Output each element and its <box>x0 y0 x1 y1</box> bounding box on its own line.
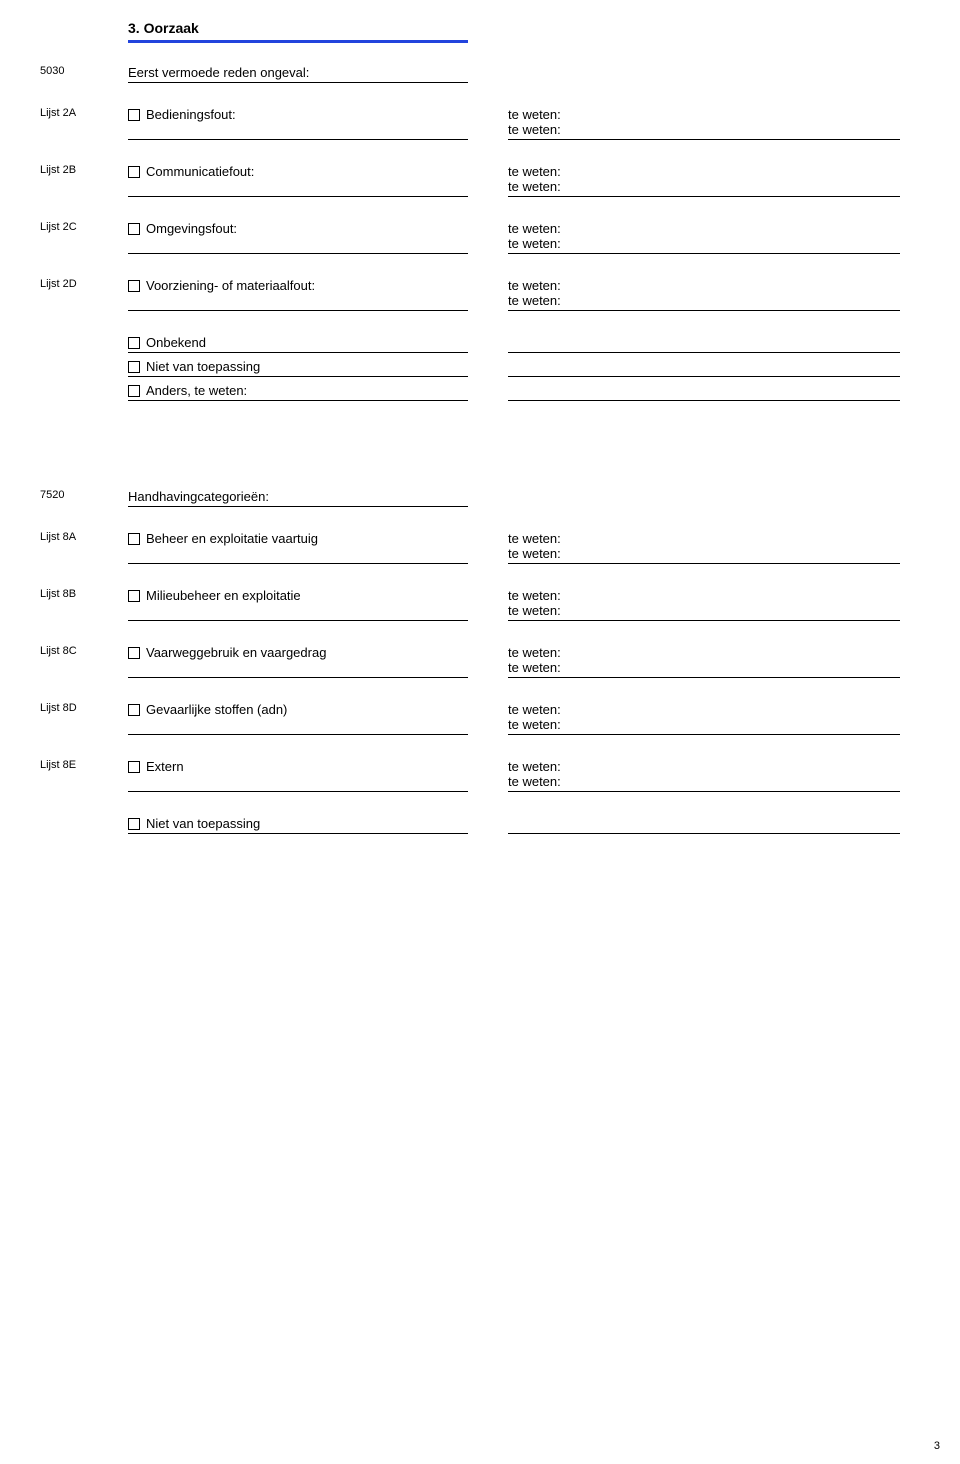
code-8a: Lijst 8A <box>40 527 128 543</box>
row-8c: Lijst 8C Vaarweggebruik en vaargedrag te… <box>40 641 920 675</box>
row-2d: Lijst 2D Voorziening- of materiaalfout: … <box>40 274 920 308</box>
row-nvt2: Niet van toepassing <box>40 812 920 831</box>
checkbox-2d[interactable] <box>128 280 140 292</box>
checkbox-2b[interactable] <box>128 166 140 178</box>
heading-text-7520: Handhavingcategorieën: <box>128 485 468 504</box>
right-8d-1: te weten: <box>508 702 920 717</box>
row-8e: Lijst 8E Extern te weten: te weten: <box>40 755 920 789</box>
label-8d: Gevaarlijke stoffen (adn) <box>146 702 287 717</box>
right-2b-2: te weten: <box>508 179 920 194</box>
label-8a: Beheer en exploitatie vaartuig <box>146 531 318 546</box>
checkbox-8e[interactable] <box>128 761 140 773</box>
label-8c: Vaarweggebruik en vaargedrag <box>146 645 326 660</box>
checkbox-8c[interactable] <box>128 647 140 659</box>
code-7520: 7520 <box>40 485 128 501</box>
right-8e-2: te weten: <box>508 774 920 789</box>
code-5030: 5030 <box>40 61 128 77</box>
checkbox-8b[interactable] <box>128 590 140 602</box>
row-2a: Lijst 2A Bedieningsfout: te weten: te we… <box>40 103 920 137</box>
code-8e: Lijst 8E <box>40 755 128 771</box>
checkbox-2c[interactable] <box>128 223 140 235</box>
code-8c: Lijst 8C <box>40 641 128 657</box>
heading-row-7520: 7520 Handhavingcategorieën: <box>40 485 920 504</box>
row-nvt1: Niet van toepassing <box>40 355 920 374</box>
label-2c: Omgevingsfout: <box>146 221 237 236</box>
row-8d: Lijst 8D Gevaarlijke stoffen (adn) te we… <box>40 698 920 732</box>
right-8c-2: te weten: <box>508 660 920 675</box>
label-8b: Milieubeheer en exploitatie <box>146 588 301 603</box>
checkbox-anders[interactable] <box>128 385 140 397</box>
checkbox-2a[interactable] <box>128 109 140 121</box>
right-8a-1: te weten: <box>508 531 920 546</box>
label-nvt2: Niet van toepassing <box>146 816 260 831</box>
checkbox-8d[interactable] <box>128 704 140 716</box>
code-2c: Lijst 2C <box>40 217 128 233</box>
row-8b: Lijst 8B Milieubeheer en exploitatie te … <box>40 584 920 618</box>
right-2c-1: te weten: <box>508 221 920 236</box>
heading-row-5030: 5030 Eerst vermoede reden ongeval: <box>40 61 920 80</box>
checkbox-8a[interactable] <box>128 533 140 545</box>
code-2d: Lijst 2D <box>40 274 128 290</box>
row-onbekend: Onbekend <box>40 331 920 350</box>
right-8d-2: te weten: <box>508 717 920 732</box>
right-8a-2: te weten: <box>508 546 920 561</box>
label-8e: Extern <box>146 759 184 774</box>
section-title: 3. Oorzaak <box>128 20 920 36</box>
checkbox-onbekend[interactable] <box>128 337 140 349</box>
checkbox-nvt2[interactable] <box>128 818 140 830</box>
label-anders: Anders, te weten: <box>146 383 247 398</box>
label-nvt1: Niet van toepassing <box>146 359 260 374</box>
heading-text-5030: Eerst vermoede reden ongeval: <box>128 61 468 80</box>
row-2b: Lijst 2B Communicatiefout: te weten: te … <box>40 160 920 194</box>
right-2b-1: te weten: <box>508 164 920 179</box>
title-underline <box>128 40 468 43</box>
code-2a: Lijst 2A <box>40 103 128 119</box>
right-2d-2: te weten: <box>508 293 920 308</box>
right-8b-1: te weten: <box>508 588 920 603</box>
row-8a: Lijst 8A Beheer en exploitatie vaartuig … <box>40 527 920 561</box>
label-2d: Voorziening- of materiaalfout: <box>146 278 315 293</box>
code-8b: Lijst 8B <box>40 584 128 600</box>
page-number: 3 <box>934 1440 940 1452</box>
checkbox-nvt1[interactable] <box>128 361 140 373</box>
right-8c-1: te weten: <box>508 645 920 660</box>
right-2a-2: te weten: <box>508 122 920 137</box>
underline-row <box>40 82 920 83</box>
code-8d: Lijst 8D <box>40 698 128 714</box>
right-2c-2: te weten: <box>508 236 920 251</box>
label-2b: Communicatiefout: <box>146 164 254 179</box>
right-2d-1: te weten: <box>508 278 920 293</box>
row-2c: Lijst 2C Omgevingsfout: te weten: te wet… <box>40 217 920 251</box>
label-onbekend: Onbekend <box>146 335 206 350</box>
label-2a: Bedieningsfout: <box>146 107 236 122</box>
right-2a-1: te weten: <box>508 107 920 122</box>
right-8e-1: te weten: <box>508 759 920 774</box>
row-anders: Anders, te weten: <box>40 379 920 398</box>
code-2b: Lijst 2B <box>40 160 128 176</box>
right-8b-2: te weten: <box>508 603 920 618</box>
